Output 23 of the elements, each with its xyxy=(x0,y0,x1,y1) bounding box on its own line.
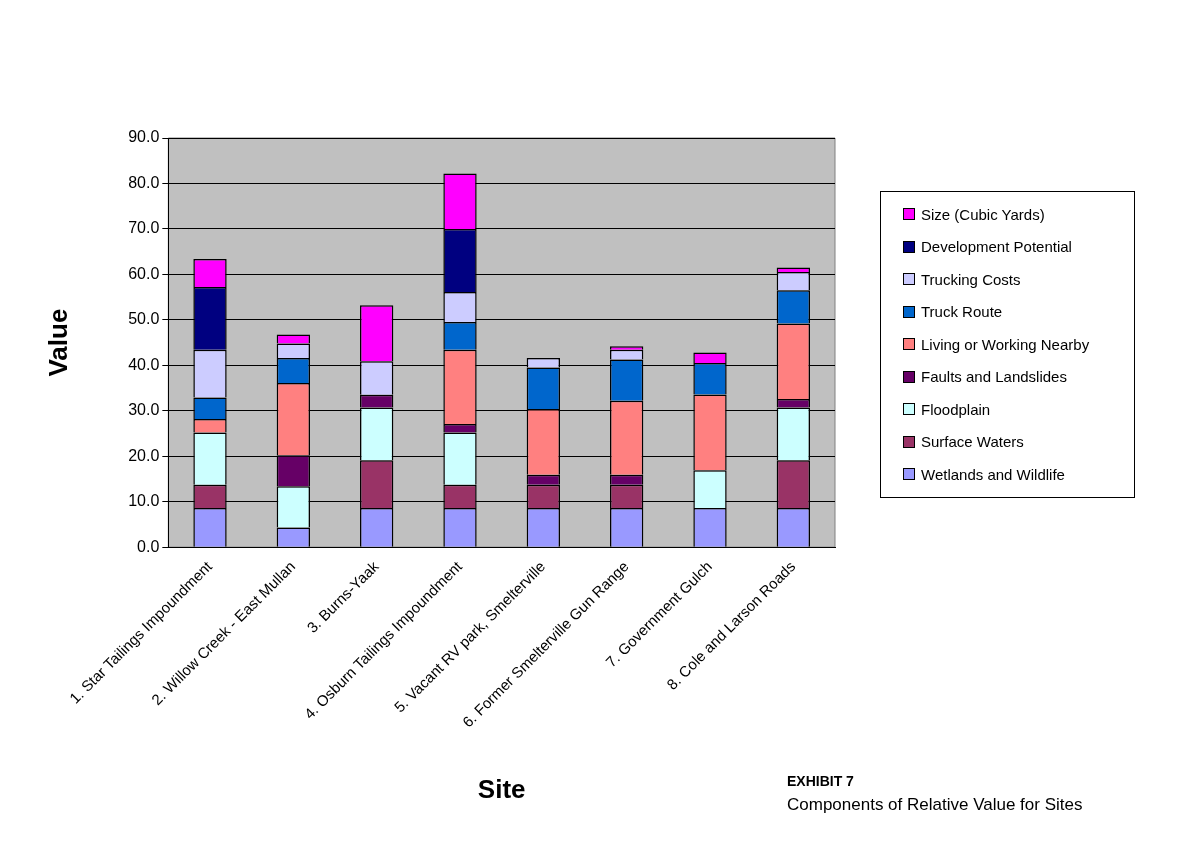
y-tick-label: 0.0 xyxy=(137,537,160,555)
y-tick-label: 20.0 xyxy=(128,446,160,464)
legend-label: Living or Working Nearby xyxy=(921,335,1090,353)
text: Components of Relative Value for Sites xyxy=(787,795,1083,815)
y-tick-label: 40.0 xyxy=(128,355,160,373)
legend-label: Wetlands and Wildlife xyxy=(921,465,1065,483)
y-tick-label: 80.0 xyxy=(128,173,160,191)
legend-label: Faults and Landslides xyxy=(921,368,1067,386)
legend-label: Floodplain xyxy=(921,400,991,418)
y-axis-title: Value xyxy=(42,308,73,377)
text: EXHIBIT 7 xyxy=(787,773,855,789)
y-tick-label: 50.0 xyxy=(128,310,160,328)
y-tick-label: 70.0 xyxy=(128,219,160,237)
y-tick-label: 90.0 xyxy=(128,128,160,146)
y-tick-label: 30.0 xyxy=(128,401,160,419)
legend-label: Development Potential xyxy=(921,238,1072,256)
y-tick-label: 60.0 xyxy=(128,264,160,282)
y-tick-label: 10.0 xyxy=(128,492,160,510)
legend-label: Trucking Costs xyxy=(921,270,1021,288)
legend-label: Surface Waters xyxy=(921,433,1024,451)
legend-label: Size (Cubic Yards) xyxy=(921,205,1045,223)
legend-label: Truck Route xyxy=(921,303,1003,321)
x-axis-title: Site xyxy=(477,773,526,804)
